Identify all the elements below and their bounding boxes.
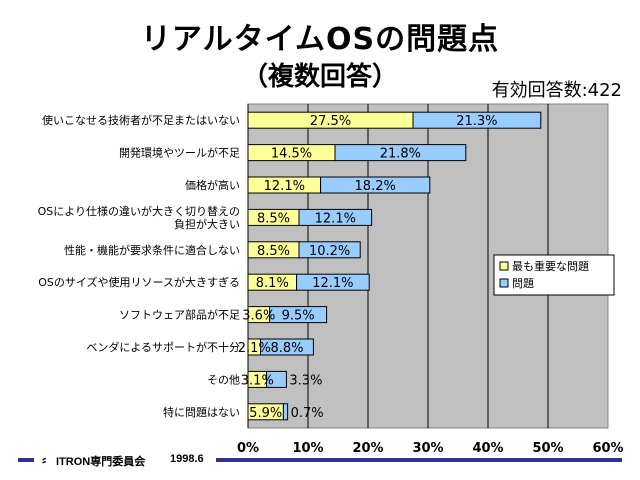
value-label-primary: 27.5% [310,114,351,129]
value-label-secondary: 12.1% [312,276,353,291]
category-label: OSにより仕様の違いが大きく切り替えの [38,204,240,218]
bar-secondary [266,370,287,388]
chart-title: リアルタイムOSの問題点 [140,22,500,57]
category-label: 性能・機能が要求条件に適合しない [64,243,240,257]
value-label-primary: 8.1% [256,276,289,291]
category-label: 開発環境やツールが不足 [119,146,240,160]
legend-label-secondary: 問題 [512,277,534,290]
bar-secondary [320,176,431,194]
value-label-primary: 5.9% [249,406,282,421]
value-label-primary: 3.1% [241,373,274,388]
value-label-primary: 8.5% [257,244,290,259]
bar-secondary [260,338,314,356]
x-tick-label: 10% [292,441,323,456]
value-label-primary: 12.1% [264,179,305,194]
legend-swatch-primary [499,261,509,271]
category-label: 特に問題はない [163,405,240,419]
bar-secondary [282,403,289,421]
x-tick-label: 40% [472,441,503,456]
category-label: OSのサイズや使用リソースが大きすぎる [38,275,240,289]
x-tick-label: 0% [237,441,259,456]
value-label-secondary: 3.3% [289,373,322,388]
footer-rule-right [216,458,622,462]
x-tick-label: 50% [532,441,563,456]
category-label: ベンダによるサポートが不十分 [86,340,240,354]
value-label-primary: 14.5% [271,147,312,162]
bar-secondary [334,144,467,162]
category-label: 使いこなせる技術者が不足またはいない [42,113,240,127]
x-tick-label: 20% [352,441,383,456]
bar-secondary [412,111,542,129]
value-label-secondary: 8.8% [270,341,303,356]
bar-secondary [269,306,328,324]
chart-subtitle: （複数回答） [241,62,398,92]
value-label-primary: 8.5% [257,211,290,226]
value-label-secondary: 12.1% [315,211,356,226]
value-label-primary: 2.1% [238,341,271,356]
value-label-secondary: 21.8% [380,147,421,162]
footer: ⸗ ITRON専門委員会 1998.6 [18,452,622,468]
value-label-secondary: 18.2% [355,179,396,194]
category-label: ソフトウェア部品が不足 [119,308,240,322]
x-tick-label: 30% [412,441,443,456]
category-label: 負担が大きい [174,217,240,231]
value-label-secondary: 10.2% [309,244,350,259]
value-label-secondary: 9.5% [282,309,315,324]
value-label-primary: 3.6% [242,309,275,324]
bar-secondary [296,273,370,291]
itron-logo-icon: ⸗ [42,452,47,467]
footer-rule-left [18,458,34,462]
footer-org: ITRON専門委員会 [56,456,146,468]
legend-box [493,254,615,296]
category-label: 価格が高い [185,178,240,192]
value-label-secondary: 0.7% [291,406,324,421]
legend-label-primary: 最も重要な問題 [512,259,589,273]
value-label-secondary: 21.3% [456,114,497,129]
category-label: その他 [207,373,240,386]
bar-secondary [298,208,373,226]
x-tick-label: 60% [592,441,623,456]
respondent-count: 有効回答数:422 [491,80,622,101]
bar-secondary [298,241,361,259]
footer-date: 1998.6 [170,453,204,465]
legend-swatch-secondary [499,278,509,288]
